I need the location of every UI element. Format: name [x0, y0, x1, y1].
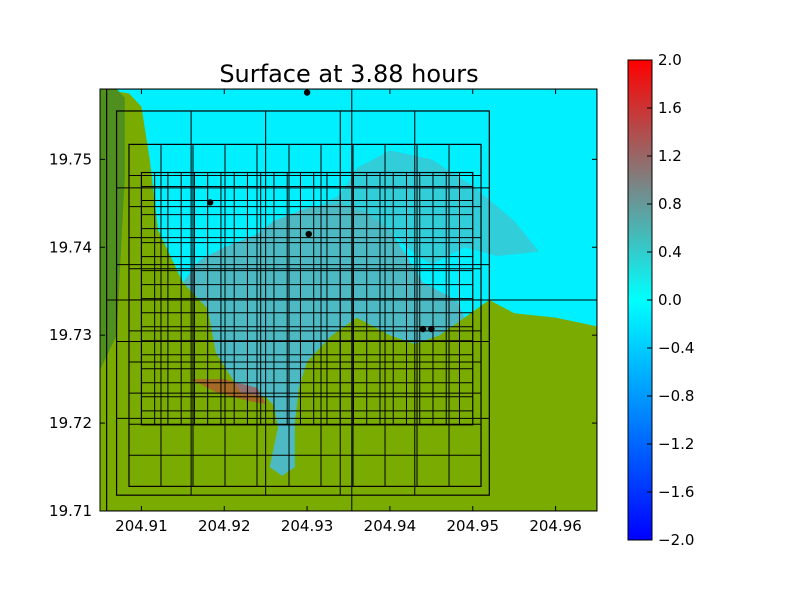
colorbar-tick-label: 2.0 [658, 51, 682, 69]
plot-area [100, 89, 597, 511]
x-tick-label: 204.96 [529, 517, 582, 535]
gauge-point [419, 325, 427, 333]
y-tick-label: 19.72 [49, 414, 92, 432]
chart-title: Surface at 3.88 hours [219, 60, 478, 88]
colorbar-tick-label: 1.2 [658, 147, 682, 165]
x-tick-label: 204.94 [364, 517, 417, 535]
grid-box-outline [115, 110, 490, 496]
x-tick-label: 204.95 [447, 517, 500, 535]
grid-level-4 [140, 171, 474, 426]
gauge-point [206, 199, 214, 206]
x-axis-ticks: 204.91 204.92 204.93 204.94 204.95 204.96 [115, 89, 582, 535]
colorbar-tick-label: 0.4 [658, 243, 682, 261]
y-tick-label: 19.71 [49, 502, 92, 520]
refinement-grid [106, 89, 597, 511]
x-tick-label: 204.93 [281, 517, 334, 535]
x-tick-label: 204.91 [115, 517, 168, 535]
colorbar-tick-label: −2.0 [658, 531, 694, 549]
gauge-point [305, 230, 312, 238]
plot-frame [99, 88, 598, 512]
colorbar-tick-label: 0.8 [658, 195, 682, 213]
colorbar-tick-label: 0.0 [658, 291, 682, 309]
colorbar-tick-label: −1.6 [658, 483, 694, 501]
colorbar-ticks: 2.0 1.6 1.2 0.8 0.4 0.0 −0.4 −0.8 −1.2 −1.6 −2.0 [647, 51, 694, 549]
y-axis-ticks: 19.71 19.72 19.73 19.74 19.75 [49, 150, 597, 520]
colorbar-tick-label: 1.6 [658, 99, 682, 117]
grid-level-3 [128, 143, 482, 487]
y-tick-label: 19.73 [49, 326, 92, 344]
y-tick-label: 19.74 [49, 238, 92, 256]
grid-box-outline [128, 143, 482, 487]
gauge-point [428, 325, 435, 333]
colorbar-tick-label: −0.8 [658, 387, 694, 405]
colorbar-tick-label: −0.4 [658, 339, 694, 357]
colorbar-tick-label: −1.2 [658, 435, 694, 453]
x-tick-label: 204.92 [198, 517, 251, 535]
y-tick-label: 19.75 [49, 150, 92, 168]
offshore-wave-region [315, 150, 539, 265]
colorbar: 2.0 1.6 1.2 0.8 0.4 0.0 −0.4 −0.8 −1.2 −1.6 −2.0 [627, 51, 694, 549]
inundation-region [182, 203, 465, 476]
